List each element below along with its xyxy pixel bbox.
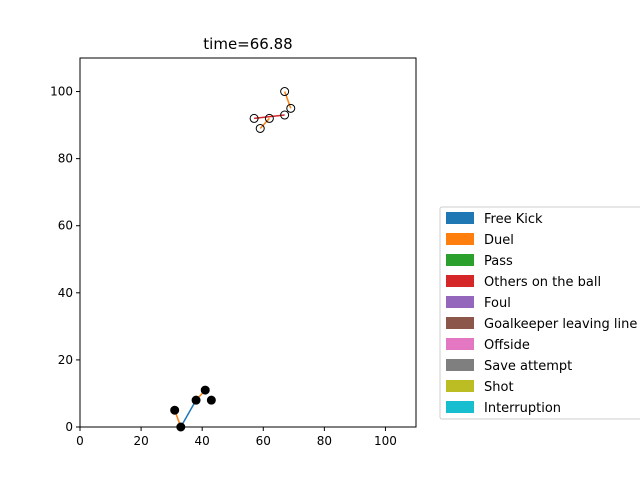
legend-swatch <box>446 212 474 224</box>
legend-label: Pass <box>484 254 513 269</box>
y-tick-label: 20 <box>58 353 73 367</box>
hollow-player-point <box>280 87 290 97</box>
filled-player-point <box>170 405 180 415</box>
y-tick-label: 60 <box>58 219 73 233</box>
event-segment <box>259 117 270 129</box>
legend-label: Offside <box>484 338 530 353</box>
legend-label: Free Kick <box>484 212 543 227</box>
x-tick-label: 20 <box>133 434 148 448</box>
legend-swatch <box>446 275 474 287</box>
legend-label: Duel <box>484 233 514 248</box>
x-tick-label: 0 <box>76 434 84 448</box>
hollow-player-point <box>255 123 265 133</box>
legend-swatch <box>446 296 474 308</box>
event-segment <box>180 399 197 428</box>
filled-player-point <box>176 422 186 432</box>
legend-label: Others on the ball <box>484 275 601 290</box>
x-tick-label: 80 <box>317 434 332 448</box>
hollow-player-point <box>280 110 290 120</box>
legend-label: Shot <box>484 380 514 395</box>
legend-swatch <box>446 233 474 245</box>
hollow-player-point <box>286 103 296 113</box>
legend-label: Goalkeeper leaving line <box>484 317 637 332</box>
legend-label: Interruption <box>484 401 561 416</box>
y-tick-label: 100 <box>50 85 73 99</box>
y-tick-label: 80 <box>58 152 73 166</box>
y-axis: 0 20 40 60 80 100 <box>50 85 80 434</box>
filled-player-point <box>191 395 201 405</box>
legend-swatch <box>446 338 474 350</box>
hollow-player-point <box>264 113 274 123</box>
x-tick-label: 100 <box>374 434 397 448</box>
player-points <box>170 87 296 432</box>
legend-swatch <box>446 380 474 392</box>
x-tick-label: 40 <box>195 434 210 448</box>
legend-swatch <box>446 254 474 266</box>
filled-player-point <box>206 395 216 405</box>
chart-title: time=66.88 <box>203 35 292 53</box>
y-tick-label: 0 <box>65 420 73 434</box>
event-segment <box>283 91 292 109</box>
legend-swatch <box>446 401 474 413</box>
hollow-player-point <box>249 113 259 123</box>
legend-label: Foul <box>484 296 511 311</box>
event-segments <box>173 91 292 428</box>
x-axis: 0 20 40 60 80 100 <box>76 427 397 448</box>
filled-player-point <box>200 385 210 395</box>
event-segment <box>254 114 285 120</box>
x-tick-label: 60 <box>256 434 271 448</box>
legend-swatch <box>446 317 474 329</box>
y-tick-label: 40 <box>58 286 73 300</box>
legend: Free Kick Duel Pass Others on the ball Foul G… <box>439 206 640 420</box>
plot-frame <box>79 57 417 428</box>
legend-box <box>439 206 640 420</box>
legend-swatch <box>446 359 474 371</box>
legend-label: Save attempt <box>484 359 572 374</box>
